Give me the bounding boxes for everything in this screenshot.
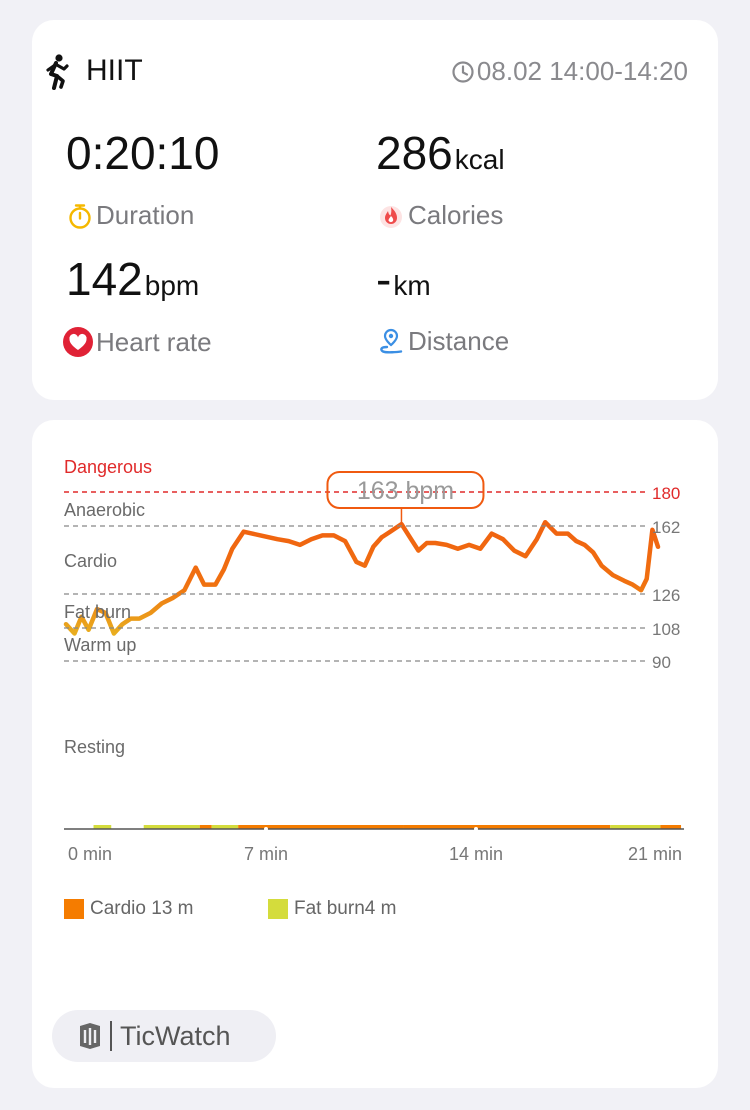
heart-rate-value: 142 (66, 253, 143, 305)
heart-rate-line (63, 519, 661, 636)
workout-type: HIIT (86, 54, 143, 87)
peak-callout-label: 163 bpm (357, 477, 454, 505)
heart-icon (63, 327, 93, 357)
zone-bar-segment (143, 825, 200, 829)
heart-rate-chart: Dangerous 180 Anaerobic 162 Cardio 126 Fat bur… (63, 457, 684, 864)
zone-label-resting: Resting (64, 737, 125, 757)
calories-value: 286 (376, 127, 453, 179)
x-tick-label: 21 min (628, 844, 682, 864)
heart-rate-label: Heart rate (96, 326, 212, 357)
duration-metric: 0:20:10 Duration (66, 126, 220, 230)
cardio-swatch (64, 899, 84, 919)
location-pin-icon (380, 328, 403, 353)
zone-bar-segment (403, 825, 611, 829)
x-tick-marker (474, 827, 478, 831)
y-tick-label: 126 (652, 586, 680, 605)
zone-label-anaerobic: Anaerobic (64, 500, 145, 520)
legend-fat-burn: Fat burn4 m (268, 898, 396, 920)
peak-callout-box (326, 471, 485, 509)
x-tick-label: 0 min (68, 844, 112, 864)
distance-label: Distance (408, 326, 510, 356)
calories-metric: 286 kcal Calories (376, 126, 505, 230)
ticwatch-logo-icon (80, 1023, 100, 1049)
brand-badge[interactable]: TicWatch (52, 1010, 276, 1062)
zone-bar-segment (199, 825, 212, 829)
legend-fat-burn-label: Fat burn4 m (294, 898, 397, 919)
heart-rate-metric: 142 bpm Heart rate (63, 252, 212, 357)
distance-value: - (376, 253, 392, 305)
duration-label: Duration (96, 200, 195, 230)
zone-bar-segment (610, 825, 661, 829)
zone-bar-segment (660, 825, 682, 829)
x-tick-label: 14 min (449, 844, 503, 864)
zone-bar-segment (93, 825, 112, 829)
y-tick-label: 90 (652, 653, 671, 672)
heart-rate-chart-card: Dangerous 180 Anaerobic 162 Cardio 126 Fat bur… (32, 420, 718, 1088)
calories-label: Calories (408, 200, 504, 230)
heart-rate-unit: bpm (144, 270, 200, 301)
zone-bar-segment (238, 825, 404, 829)
zone-label-cardio: Cardio (64, 551, 117, 571)
fat-burn-swatch (268, 899, 288, 919)
zone-label-dangerous: Dangerous (64, 457, 152, 477)
y-tick-label: 180 (652, 484, 680, 503)
legend-cardio-label: Cardio 13 m (90, 898, 194, 919)
distance-unit: km (393, 270, 431, 301)
zone-label-warm-up: Warm up (64, 635, 136, 655)
legend-cardio: Cardio 13 m (64, 898, 194, 920)
brand-name: TicWatch (120, 1020, 231, 1051)
distance-metric: - km Distance (376, 252, 509, 356)
y-tick-label: 108 (652, 620, 680, 639)
workout-summary-card: HIIT 08.02 14:00-14:20 0:20:10 Duration … (32, 20, 718, 400)
zone-label-fat-burn: Fat burn (64, 602, 131, 622)
running-person-icon (46, 54, 69, 90)
zone-bar-segment (211, 825, 239, 829)
x-tick-label: 7 min (244, 844, 288, 864)
clock-icon (452, 60, 474, 83)
time-range-text: 08.02 14:00-14:20 (476, 56, 688, 86)
brand-separator (110, 1021, 112, 1051)
x-tick-marker (264, 827, 268, 831)
duration-value: 0:20:10 (66, 127, 220, 179)
y-tick-label: 162 (652, 518, 680, 537)
workout-time-range: 08.02 14:00-14:20 (451, 56, 688, 87)
stopwatch-icon (69, 203, 91, 229)
flame-icon (380, 205, 402, 228)
calories-unit: kcal (454, 144, 505, 175)
